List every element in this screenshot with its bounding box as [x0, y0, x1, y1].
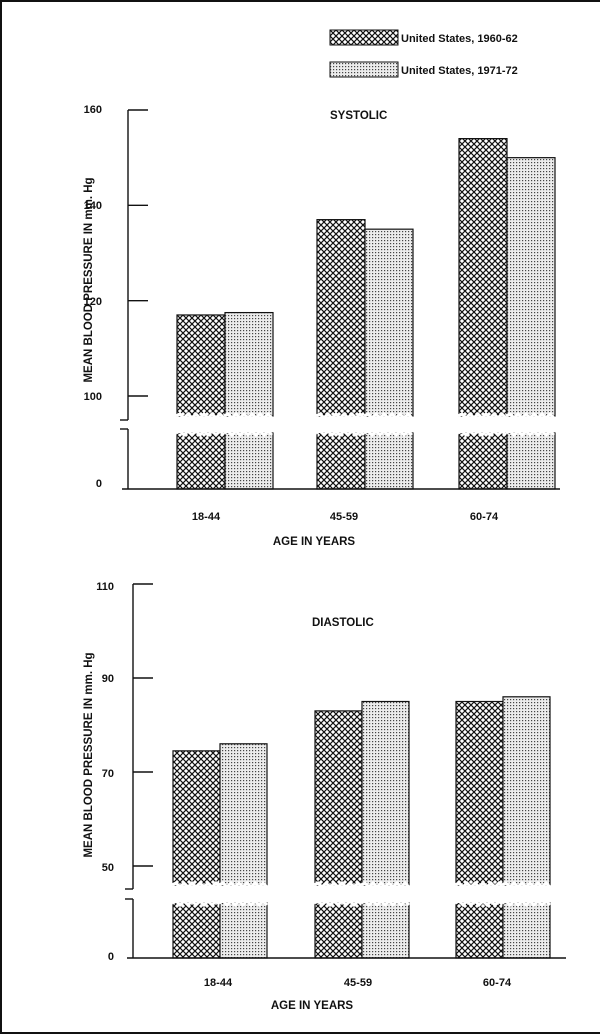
bar-45-59-series-2: [363, 228, 414, 490]
legend-label: United States, 1960-62: [401, 33, 518, 45]
bar-60-74-series-2: [505, 157, 556, 490]
x-tick-label: 18-44: [192, 511, 221, 523]
bar-lower-segment: [172, 902, 221, 959]
bar-18-44-series-1: [171, 750, 222, 959]
bar-break-edge: [363, 428, 414, 438]
y-tick-label: 100: [84, 391, 102, 403]
bar-break-edge: [360, 898, 411, 908]
bar-break-edge: [315, 411, 366, 421]
x-tick-label: 45-59: [344, 977, 372, 989]
diastolic-chart: DIASTOLIC AGE IN YEARS MEAN BLOOD PRESSU…: [83, 581, 566, 1012]
bar-break-edge: [360, 880, 411, 890]
y-axis-label: MEAN BLOOD PRESSURE IN mm. Hg: [83, 177, 95, 382]
bar-break-edge: [501, 898, 552, 908]
bar-break-edge: [315, 428, 366, 438]
bar-upper-segment: [172, 750, 221, 886]
bar-lower-segment: [458, 432, 508, 490]
bar-break-edge: [171, 898, 222, 908]
bar-break-edge: [501, 880, 552, 890]
bar-lower-segment: [176, 432, 226, 490]
bar-break-edge: [457, 411, 508, 421]
x-tick-label: 45-59: [330, 511, 358, 523]
legend-item-1971-72: United States, 1971-72: [329, 61, 518, 78]
bar-60-74-series-2: [501, 696, 552, 959]
y-tick-label: 140: [84, 200, 102, 212]
bar-break-edge: [175, 411, 226, 421]
bar-18-44-series-2: [218, 743, 269, 959]
bar-break-edge: [313, 880, 364, 890]
bar-upper-segment: [316, 219, 366, 417]
bar-45-59-series-1: [315, 219, 366, 490]
bar-break-edge: [363, 411, 414, 421]
bar-45-59-series-2: [360, 700, 411, 959]
x-tick-label: 60-74: [470, 511, 499, 523]
bar-break-edge: [175, 428, 226, 438]
bar-lower-segment: [314, 902, 363, 959]
y-tick-label: 160: [84, 104, 102, 116]
x-tick-label: 60-74: [483, 977, 512, 989]
y-tick-label: 0: [108, 951, 114, 963]
bar-break-edge: [218, 880, 269, 890]
bar-upper-segment: [455, 700, 504, 886]
y-tick-label: 90: [102, 673, 114, 685]
bar-lower-segment: [455, 902, 504, 959]
bar-break-edge: [223, 428, 274, 438]
bar-break-edge: [223, 411, 274, 421]
bar-break-edge: [171, 880, 222, 890]
bar-upper-segment: [224, 311, 274, 417]
systolic-chart: SYSTOLIC AGE IN YEARS MEAN BLOOD PRESSUR…: [83, 104, 560, 548]
y-tick-label: 110: [96, 581, 114, 593]
x-axis-label: AGE IN YEARS: [273, 536, 356, 548]
bar-break-edge: [313, 898, 364, 908]
bar-upper-segment: [314, 710, 363, 886]
y-tick-label: 70: [102, 768, 114, 780]
legend-label: United States, 1971-72: [401, 65, 518, 77]
bar-upper-segment: [458, 138, 508, 417]
bar-break-edge: [454, 880, 505, 890]
bar-lower-segment: [361, 902, 410, 959]
legend-swatch-crosshatch: [329, 29, 399, 46]
bar-lower-segment: [506, 432, 556, 490]
bar-upper-segment: [364, 228, 414, 417]
bar-break-edge: [454, 898, 505, 908]
bar-18-44-series-2: [223, 311, 274, 490]
legend-swatch-dotted: [329, 61, 399, 78]
bar-upper-segment: [219, 743, 268, 886]
bar-upper-segment: [361, 700, 410, 886]
bar-upper-segment: [502, 696, 551, 886]
bar-18-44-series-1: [175, 314, 226, 490]
bar-upper-segment: [506, 157, 556, 417]
x-axis-label: AGE IN YEARS: [271, 1000, 354, 1012]
x-tick-label: 18-44: [204, 977, 233, 989]
bar-lower-segment: [224, 432, 274, 490]
bar-break-edge: [505, 428, 556, 438]
chart-title: DIASTOLIC: [312, 617, 374, 629]
y-tick-label: 0: [96, 478, 102, 490]
bar-45-59-series-1: [313, 710, 364, 959]
bar-lower-segment: [219, 902, 268, 959]
bar-upper-segment: [176, 314, 226, 417]
y-axis-label: MEAN BLOOD PRESSURE IN mm. Hg: [83, 652, 95, 857]
bar-60-74-series-1: [454, 700, 505, 959]
legend-item-1960-62: United States, 1960-62: [329, 29, 518, 46]
bar-break-edge: [218, 898, 269, 908]
legend: United States, 1960-62 United States, 19…: [329, 29, 518, 78]
bar-lower-segment: [364, 432, 414, 490]
bar-60-74-series-1: [457, 138, 508, 490]
y-tick-label: 120: [84, 296, 102, 308]
y-tick-label: 50: [102, 862, 114, 874]
bar-break-edge: [505, 411, 556, 421]
bar-lower-segment: [316, 432, 366, 490]
bar-lower-segment: [502, 902, 551, 959]
chart-title: SYSTOLIC: [330, 110, 387, 122]
bar-break-edge: [457, 428, 508, 438]
